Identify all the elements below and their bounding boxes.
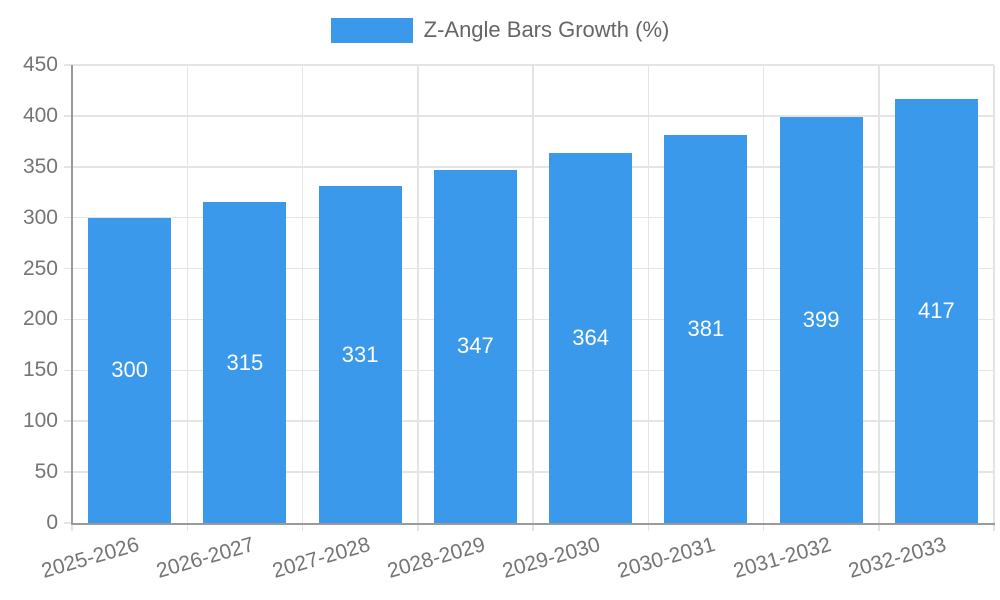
y-tick-label: 300 [22,205,58,229]
y-tick-mark [64,318,72,321]
y-tick-mark [64,115,72,117]
bar-value-label: 347 [457,333,494,359]
x-tick-mark [417,523,419,531]
x-tick-label: 2025-2026 [39,533,142,583]
x-gridline [878,65,880,523]
x-tick-label: 2027-2028 [269,533,373,583]
y-tick-label: 150 [22,358,58,382]
y-tick-label: 200 [22,307,58,331]
bar-2030-2031[interactable]: 381 [664,135,748,523]
x-gridline [301,65,304,523]
bar-value-label: 315 [226,349,264,375]
x-tick-label: 2032-2033 [845,533,949,583]
y-tick-label: 250 [22,256,58,280]
x-tick-mark [532,523,534,531]
y-axis-line [71,65,73,525]
bar-value-label: 399 [802,306,840,332]
x-tick-label: 2031-2032 [730,533,834,583]
y-tick-label: 50 [34,460,58,484]
y-tick-mark [64,267,72,270]
y-tick-label: 450 [22,53,58,76]
x-tick-mark [186,523,188,531]
x-tick-mark [762,523,765,531]
bar-2025-2026[interactable]: 300 [88,217,172,523]
y-tick-mark [64,216,72,219]
bar-value-label: 364 [572,324,609,350]
x-gridline [647,65,649,523]
x-gridline [186,65,188,523]
y-tick-label: 100 [22,409,58,433]
bar-2028-2029[interactable]: 347 [433,169,517,523]
y-tick-mark [64,369,72,372]
bar-2031-2032[interactable]: 399 [779,116,863,523]
x-tick-label: 2028-2029 [384,533,488,583]
x-tick-mark [647,523,649,531]
x-tick-label: 2026-2027 [154,533,258,583]
legend-swatch [330,17,413,43]
y-tick-label: 350 [22,154,58,178]
x-axis-line [71,522,995,525]
y-tick-label: 400 [22,103,58,127]
legend-label: Z-Angle Bars Growth (%) [423,17,670,42]
x-tick-mark [301,523,304,531]
bar-2027-2028[interactable]: 331 [318,186,402,523]
x-gridline [762,65,765,523]
y-tick-mark [64,64,72,66]
bar-2029-2030[interactable]: 364 [549,152,633,523]
bar-value-label: 331 [341,341,379,367]
bar-value-label: 381 [687,316,725,342]
y-tick-mark [64,420,72,422]
x-tick-mark [993,523,995,531]
bar-2032-2033[interactable]: 417 [894,98,978,523]
bar-value-label: 417 [918,297,955,323]
x-tick-mark [71,523,73,531]
y-tick-mark [64,522,72,524]
x-tick-mark [878,523,880,531]
x-gridline [532,65,534,523]
bar-2026-2027[interactable]: 315 [203,202,287,523]
y-tick-mark [64,166,72,168]
x-tick-label: 2029-2030 [500,533,603,583]
bar-value-label: 300 [111,357,148,383]
y-tick-mark [64,471,72,473]
x-gridline [993,65,995,523]
x-gridline [417,65,419,523]
legend-item[interactable]: Z-Angle Bars Growth (%) [0,16,1000,44]
x-tick-label: 2030-2031 [615,533,719,583]
y-tick-label: 0 [46,511,58,534]
